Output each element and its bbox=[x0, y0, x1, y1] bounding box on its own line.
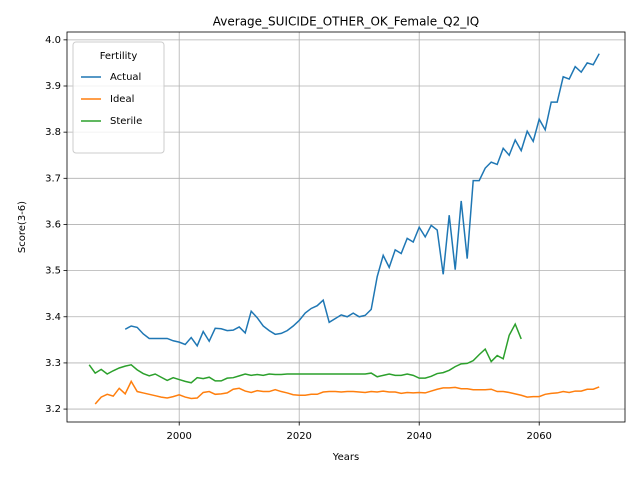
y-tick-label: 3.9 bbox=[45, 81, 61, 92]
x-tick-label: 2000 bbox=[166, 431, 191, 442]
legend-label: Ideal bbox=[110, 94, 134, 105]
y-axis-label: Score(3-6) bbox=[17, 201, 28, 253]
series-line bbox=[94, 379, 600, 405]
legend-label: Actual bbox=[110, 72, 141, 83]
x-tick-label: 2020 bbox=[286, 431, 311, 442]
y-tick-label: 3.5 bbox=[45, 266, 61, 277]
y-tick-label: 3.8 bbox=[45, 127, 61, 138]
x-tick-label: 2060 bbox=[526, 431, 551, 442]
y-tick-label: 3.2 bbox=[45, 404, 61, 415]
legend: Fertility Actual Ideal Sterile bbox=[72, 41, 165, 154]
y-tick-label: 3.4 bbox=[45, 312, 61, 323]
x-axis-label: Years bbox=[332, 452, 359, 463]
series-line bbox=[124, 53, 600, 348]
x-tick-label: 2040 bbox=[406, 431, 431, 442]
y-tick-label: 3.3 bbox=[45, 358, 61, 369]
y-tick-label: 3.6 bbox=[45, 219, 61, 230]
legend-box bbox=[72, 41, 165, 154]
chart-title: Average_SUICIDE_OTHER_OK_Female_Q2_IQ bbox=[213, 15, 479, 29]
series-line bbox=[88, 322, 522, 384]
plot-frame bbox=[66, 31, 626, 423]
legend-title: Fertility bbox=[100, 51, 138, 62]
legend-label: Sterile bbox=[110, 116, 142, 127]
y-tick-label: 4.0 bbox=[45, 35, 61, 46]
y-tick-label: 3.7 bbox=[45, 173, 61, 184]
